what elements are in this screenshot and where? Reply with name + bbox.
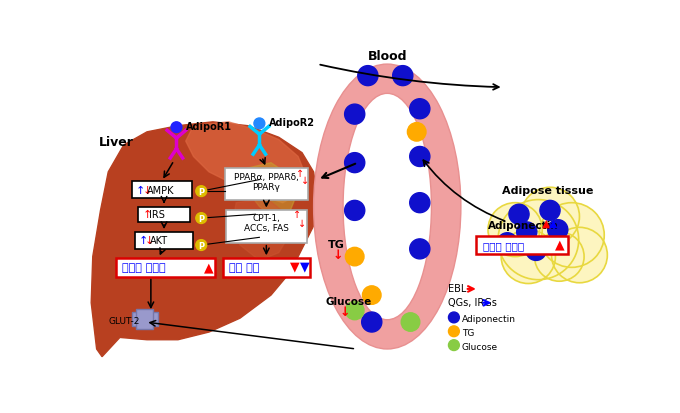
- Circle shape: [526, 241, 546, 261]
- Text: 지질 축적: 지질 축적: [229, 263, 260, 273]
- Circle shape: [345, 153, 364, 173]
- Circle shape: [345, 201, 364, 221]
- Text: Adiponectin: Adiponectin: [462, 315, 515, 324]
- Text: Adipose tissue: Adipose tissue: [502, 186, 594, 196]
- FancyBboxPatch shape: [131, 182, 192, 199]
- Circle shape: [410, 239, 430, 259]
- Circle shape: [392, 66, 413, 86]
- Text: P: P: [198, 241, 204, 250]
- Circle shape: [345, 105, 364, 125]
- Text: TG: TG: [328, 240, 345, 250]
- Text: ↑: ↑: [139, 236, 148, 246]
- Text: AMPK: AMPK: [147, 185, 175, 195]
- FancyBboxPatch shape: [135, 233, 192, 249]
- FancyBboxPatch shape: [226, 211, 307, 243]
- FancyBboxPatch shape: [136, 309, 153, 329]
- Circle shape: [196, 186, 207, 197]
- Text: AdipoR2: AdipoR2: [269, 118, 315, 128]
- Circle shape: [539, 203, 605, 268]
- FancyBboxPatch shape: [116, 259, 215, 277]
- Text: AdipoR1: AdipoR1: [186, 121, 232, 131]
- Text: PPARα, PPARδ,: PPARα, PPARδ,: [234, 172, 299, 181]
- Ellipse shape: [313, 65, 461, 349]
- Text: Glucose: Glucose: [462, 342, 498, 351]
- Circle shape: [171, 123, 182, 133]
- Ellipse shape: [343, 94, 431, 320]
- Circle shape: [401, 313, 420, 332]
- FancyBboxPatch shape: [223, 259, 310, 277]
- Circle shape: [196, 240, 207, 251]
- Text: Blood: Blood: [367, 50, 407, 63]
- Text: ↓: ↓: [339, 305, 350, 318]
- Circle shape: [358, 66, 378, 86]
- Circle shape: [362, 286, 381, 304]
- Text: ↑: ↑: [142, 210, 152, 220]
- Text: P: P: [198, 187, 204, 196]
- Circle shape: [540, 201, 560, 221]
- Circle shape: [410, 100, 430, 119]
- Circle shape: [410, 193, 430, 213]
- Circle shape: [534, 233, 584, 282]
- Circle shape: [497, 233, 517, 253]
- Text: P: P: [198, 214, 204, 223]
- Text: ↓: ↓: [142, 185, 152, 195]
- Text: TG: TG: [462, 328, 474, 337]
- Circle shape: [407, 123, 426, 142]
- Text: ↑: ↑: [136, 185, 146, 195]
- Circle shape: [362, 312, 382, 332]
- Text: Liver: Liver: [99, 135, 134, 149]
- Polygon shape: [91, 123, 318, 357]
- Circle shape: [345, 301, 364, 320]
- Text: AKT: AKT: [150, 236, 168, 246]
- Text: ↑: ↑: [293, 209, 301, 219]
- Circle shape: [410, 147, 430, 167]
- Polygon shape: [233, 199, 290, 261]
- Text: CPT-1,: CPT-1,: [252, 214, 280, 223]
- Text: PPARγ: PPARγ: [252, 183, 280, 191]
- Polygon shape: [248, 163, 298, 218]
- FancyBboxPatch shape: [131, 312, 158, 326]
- Circle shape: [345, 248, 364, 266]
- Text: ↑: ↑: [296, 169, 305, 178]
- Circle shape: [498, 200, 579, 280]
- FancyBboxPatch shape: [224, 169, 308, 201]
- Circle shape: [196, 213, 207, 224]
- Text: 인슐린 민감성: 인슐린 민감성: [122, 263, 166, 273]
- Circle shape: [449, 312, 459, 323]
- Text: 인슐린 민감성: 인슐린 민감성: [483, 240, 524, 250]
- Text: ↓: ↓: [298, 218, 306, 228]
- Text: ▼: ▼: [301, 260, 310, 273]
- Text: GLUT-2: GLUT-2: [108, 316, 139, 325]
- FancyBboxPatch shape: [137, 207, 190, 222]
- Circle shape: [488, 203, 542, 257]
- Circle shape: [547, 220, 568, 240]
- Text: QGs, IRGs: QGs, IRGs: [447, 297, 496, 307]
- Text: ↓: ↓: [145, 236, 154, 246]
- Polygon shape: [186, 123, 306, 203]
- Circle shape: [449, 326, 459, 337]
- Circle shape: [521, 188, 579, 246]
- Text: ↓: ↓: [301, 176, 309, 186]
- Circle shape: [509, 205, 529, 225]
- FancyBboxPatch shape: [477, 236, 568, 254]
- Text: Adiponectin: Adiponectin: [488, 221, 559, 230]
- Circle shape: [517, 222, 537, 242]
- Text: IRS: IRS: [148, 210, 165, 220]
- Circle shape: [254, 119, 265, 129]
- Circle shape: [501, 230, 556, 284]
- Text: ▲: ▲: [549, 218, 558, 228]
- Circle shape: [551, 228, 607, 283]
- Text: ▲: ▲: [542, 218, 551, 228]
- Text: ACCs, FAS: ACCs, FAS: [244, 224, 289, 233]
- Text: ▼: ▼: [290, 260, 300, 273]
- Text: ↓: ↓: [333, 249, 343, 261]
- Text: EBL: EBL: [447, 284, 466, 294]
- Text: ▲: ▲: [556, 237, 565, 250]
- Circle shape: [449, 340, 459, 351]
- Text: ▲: ▲: [205, 261, 214, 273]
- Text: Glucose: Glucose: [325, 297, 371, 306]
